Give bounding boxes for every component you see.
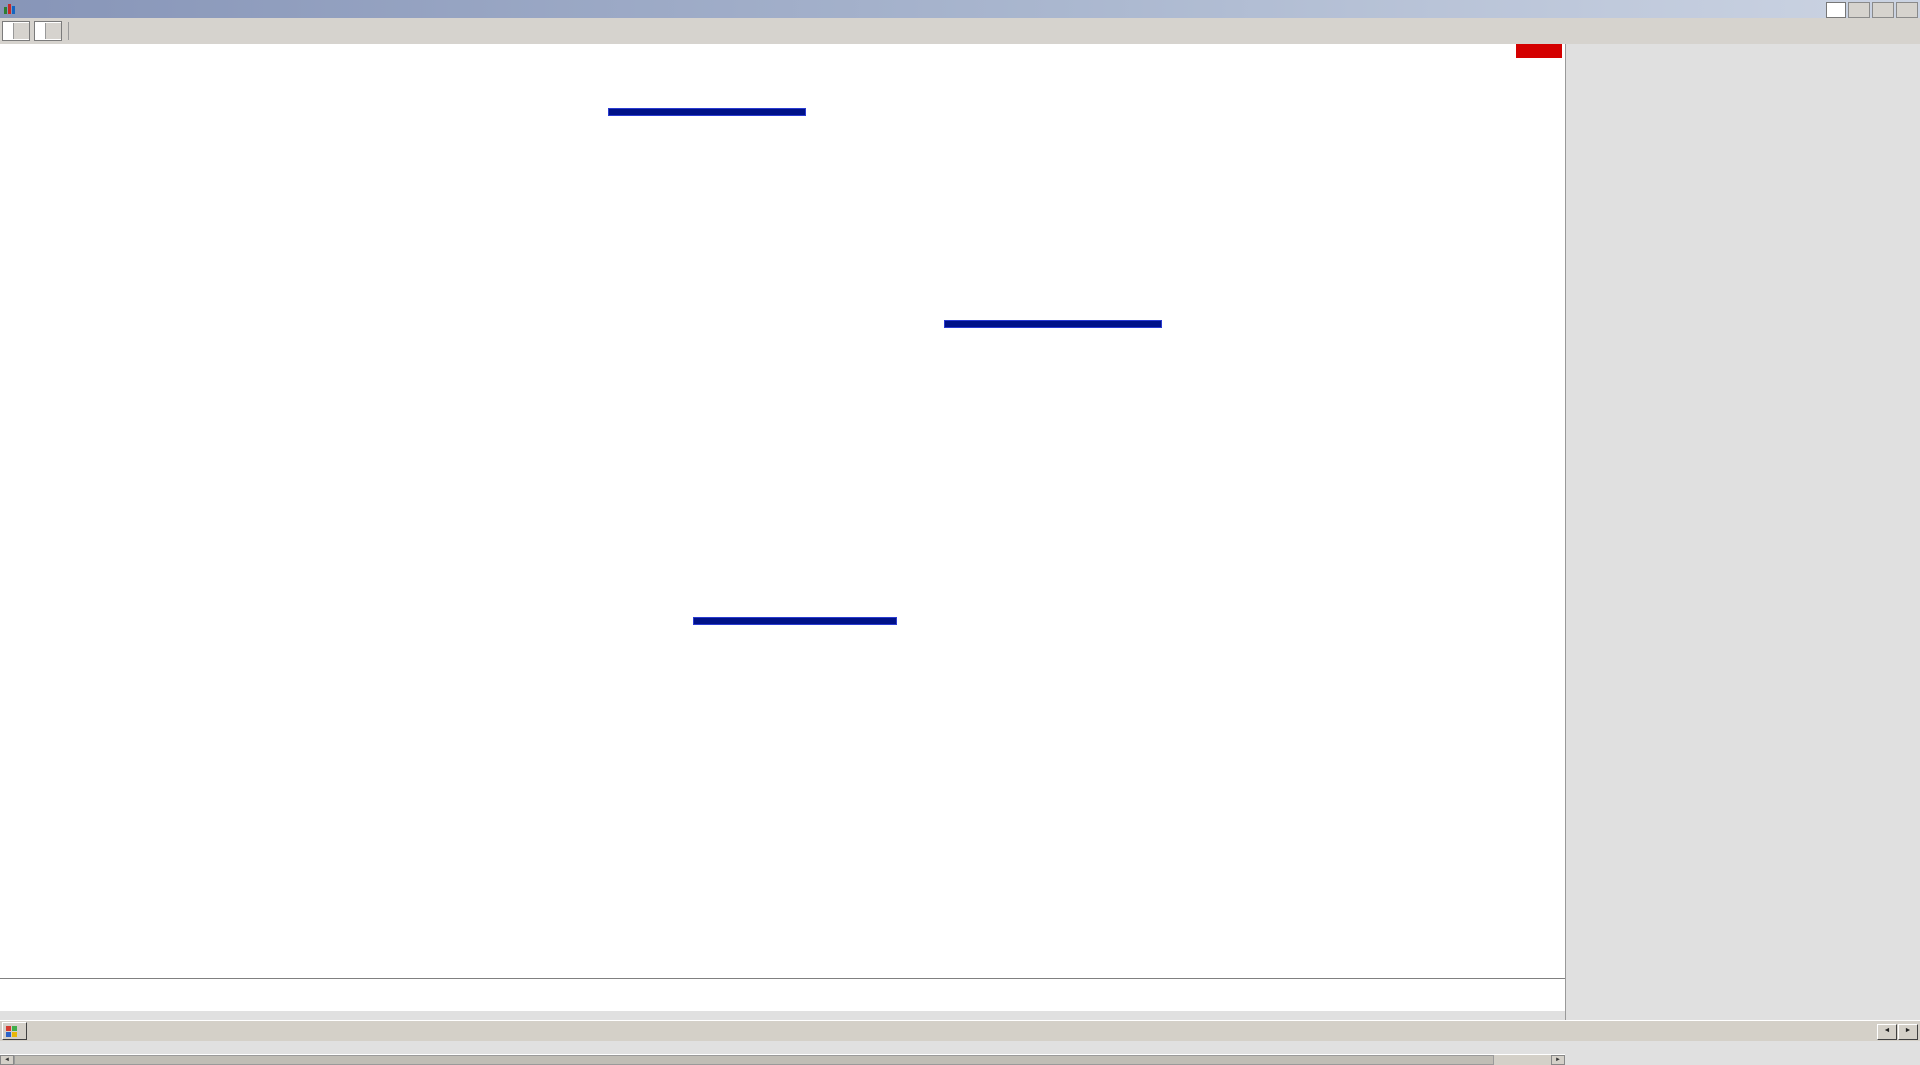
annotation-box-ym[interactable] bbox=[693, 617, 897, 625]
volume-value-box bbox=[1516, 44, 1562, 58]
chart-toolbar bbox=[0, 18, 1920, 45]
app-icon[interactable] bbox=[3, 3, 17, 15]
taskbar: ◄ ► bbox=[0, 1020, 1920, 1041]
scroll-right-icon[interactable]: ► bbox=[1551, 1055, 1565, 1065]
instrument-select[interactable] bbox=[2, 21, 30, 41]
scroll-left-icon[interactable]: ◄ bbox=[0, 1055, 14, 1065]
link-button[interactable] bbox=[1826, 2, 1846, 18]
minimize-button[interactable] bbox=[1848, 2, 1870, 18]
workspace-background bbox=[1565, 44, 1920, 1020]
maximize-button[interactable] bbox=[1872, 2, 1894, 18]
annotation-box-sr[interactable] bbox=[944, 320, 1162, 328]
window-buttons bbox=[1848, 2, 1918, 18]
window-titlebar bbox=[0, 0, 1920, 18]
horizontal-scrollbar[interactable]: ◄ ► bbox=[0, 1054, 1565, 1065]
scroll-thumb[interactable] bbox=[14, 1055, 1494, 1065]
corner-left-icon[interactable]: ◄ bbox=[1877, 1024, 1897, 1040]
chevron-down-icon bbox=[13, 23, 29, 39]
taskbar-corner-control: ◄ ► bbox=[1877, 1024, 1918, 1040]
time-axis[interactable] bbox=[0, 978, 1565, 1011]
annotation-box-tf[interactable] bbox=[608, 108, 806, 116]
start-button[interactable] bbox=[2, 1022, 27, 1040]
chart-window: ◄ ► bbox=[0, 44, 1565, 1065]
toolbar-separator bbox=[68, 22, 69, 40]
close-button[interactable] bbox=[1896, 2, 1918, 18]
windows-logo-icon bbox=[6, 1025, 17, 1037]
corner-right-icon[interactable]: ► bbox=[1898, 1024, 1918, 1040]
interval-select[interactable] bbox=[34, 21, 62, 41]
chevron-down-icon bbox=[45, 23, 61, 39]
chart-canvas[interactable] bbox=[0, 44, 1565, 978]
